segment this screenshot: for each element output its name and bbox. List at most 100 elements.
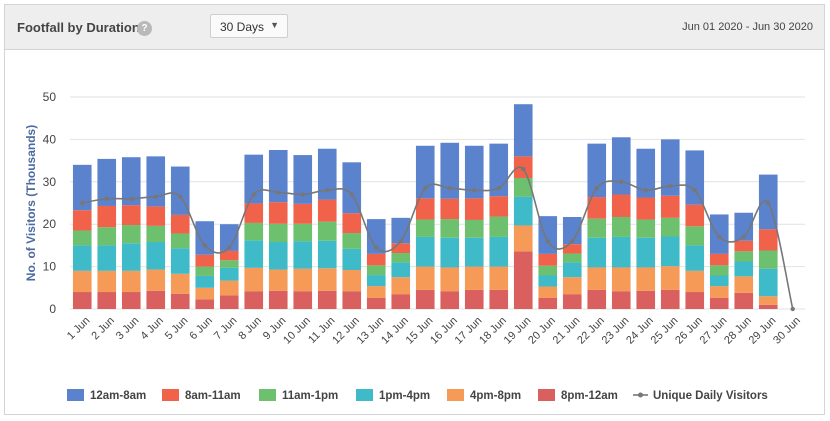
unique-visitors-point[interactable] [276,190,281,195]
bar-segment[interactable] [538,253,558,266]
bar-segment[interactable] [366,219,386,254]
bar-segment[interactable] [587,237,607,268]
bar-segment[interactable] [219,224,239,251]
bar-segment[interactable] [121,270,141,293]
bar-segment[interactable] [146,290,166,309]
bar-segment[interactable] [562,262,582,278]
bar-segment[interactable] [709,253,729,266]
bar-segment[interactable] [244,267,264,292]
bar-segment[interactable] [489,289,509,309]
bar-segment[interactable] [489,266,509,290]
bar-segment[interactable] [489,196,509,217]
bar-segment[interactable] [293,268,313,292]
bar-segment[interactable] [636,290,656,309]
bar-segment[interactable] [464,145,484,199]
bar-segment[interactable] [146,225,166,243]
legend-label[interactable]: 8am-11am [185,390,241,402]
bar-segment[interactable] [734,212,754,241]
bar-segment[interactable] [660,139,680,196]
unique-visitors-point[interactable] [447,185,452,191]
bar-segment[interactable] [391,243,411,254]
bar-segment[interactable] [342,213,362,234]
bar-segment[interactable] [366,275,386,287]
unique-visitors-point[interactable] [643,188,648,193]
bar-segment[interactable] [366,297,386,309]
bar-segment[interactable] [121,243,141,271]
bar-segment[interactable] [146,206,166,226]
bar-segment[interactable] [244,203,264,223]
bar-segment[interactable] [758,229,778,251]
bar-segment[interactable] [121,157,141,206]
bar-segment[interactable] [219,250,239,261]
bar-segment[interactable] [587,267,607,290]
bar-segment[interactable] [440,237,460,268]
bar-segment[interactable] [611,291,631,309]
bar-segment[interactable] [72,245,92,271]
bar-segment[interactable] [440,219,460,238]
bar-segment[interactable] [562,244,582,254]
unique-visitors-point[interactable] [178,194,183,199]
bar-segment[interactable] [391,217,411,244]
unique-visitors-point[interactable] [496,185,501,191]
bar-segment[interactable] [415,219,435,237]
bar-segment[interactable] [366,286,386,298]
bar-segment[interactable] [97,158,117,206]
bar-segment[interactable] [709,286,729,298]
bar-segment[interactable] [758,296,778,305]
bar-segment[interactable] [342,233,362,249]
bar-segment[interactable] [268,290,288,309]
bar-segment[interactable] [317,240,337,269]
bar-segment[interactable] [244,291,264,309]
bar-segment[interactable] [562,253,582,263]
unique-visitors-point[interactable] [521,166,526,172]
bar-segment[interactable] [195,287,215,300]
bar-segment[interactable] [219,267,239,281]
bar-segment[interactable] [391,277,411,295]
bar-segment[interactable] [464,266,484,290]
bar-segment[interactable] [636,267,656,291]
unique-visitors-point[interactable] [104,196,109,201]
legend-label[interactable]: 12am-8am [90,390,146,402]
bar-segment[interactable] [244,222,264,241]
unique-visitors-point[interactable] [766,200,771,206]
bar-segment[interactable] [293,241,313,269]
bar-segment[interactable] [758,250,778,269]
bar-segment[interactable] [72,270,92,293]
bar-segment[interactable] [685,226,705,246]
bar-segment[interactable] [195,266,215,276]
bar-segment[interactable] [342,269,362,292]
bar-segment[interactable] [734,251,754,262]
bar-segment[interactable] [97,245,117,271]
bar-segment[interactable] [268,242,288,270]
bar-segment[interactable] [758,304,778,309]
unique-visitors-point[interactable] [325,188,330,193]
bar-segment[interactable] [636,219,656,238]
bar-segment[interactable] [636,197,656,220]
bar-segment[interactable] [293,291,313,309]
bar-segment[interactable] [293,155,313,204]
bar-segment[interactable] [317,148,337,200]
bar-segment[interactable] [489,216,509,237]
bar-segment[interactable] [72,164,92,211]
bar-segment[interactable] [685,245,705,271]
bar-segment[interactable] [97,205,117,228]
bar-segment[interactable] [342,162,362,214]
bar-segment[interactable] [440,267,460,292]
unique-visitors-point[interactable] [423,185,428,191]
bar-segment[interactable] [538,286,558,298]
bar-segment[interactable] [611,267,631,292]
bar-segment[interactable] [317,290,337,309]
bar-segment[interactable] [611,216,631,237]
bar-segment[interactable] [758,268,778,297]
bar-segment[interactable] [244,240,264,268]
bar-segment[interactable] [464,219,484,238]
bar-segment[interactable] [97,227,117,246]
bar-segment[interactable] [464,237,484,267]
bar-segment[interactable] [317,268,337,291]
bar-segment[interactable] [464,198,484,220]
bar-segment[interactable] [440,142,460,199]
bar-segment[interactable] [636,148,656,198]
unique-visitors-point[interactable] [717,234,722,240]
unique-visitors-point[interactable] [349,192,354,197]
bar-segment[interactable] [342,291,362,309]
